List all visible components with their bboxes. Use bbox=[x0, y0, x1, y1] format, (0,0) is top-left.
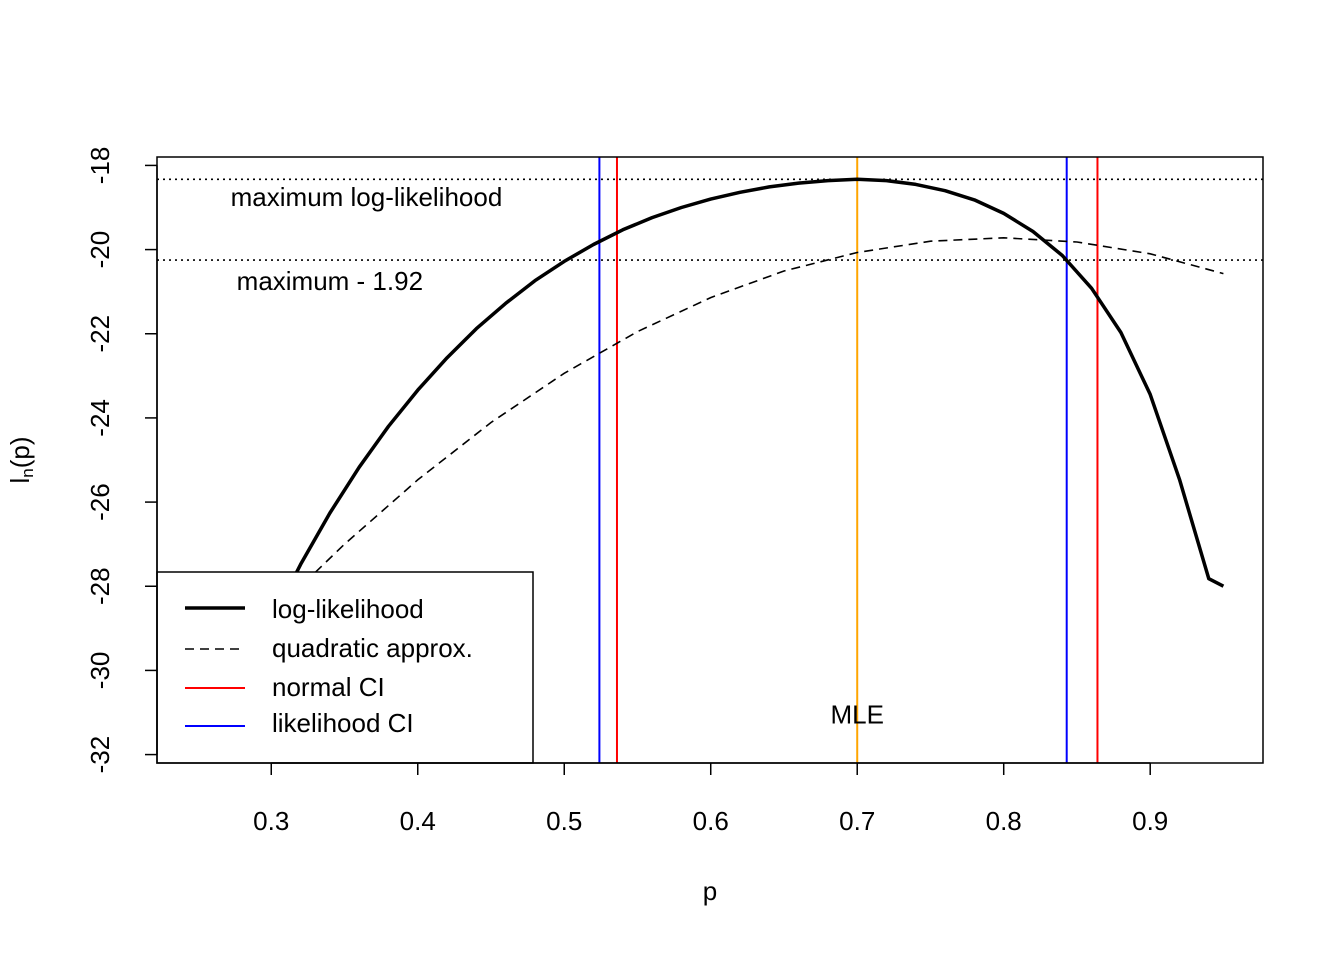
x-tick-label: 0.6 bbox=[693, 806, 729, 836]
y-tick-label: -20 bbox=[85, 231, 115, 269]
x-tick-label: 0.9 bbox=[1132, 806, 1168, 836]
y-tick-label: -22 bbox=[85, 315, 115, 353]
x-tick-label: 0.4 bbox=[400, 806, 436, 836]
x-axis-title: p bbox=[703, 876, 717, 906]
x-axis: 0.3 0.4 0.5 0.6 0.7 0.8 0.9 bbox=[253, 762, 1168, 836]
y-axis-title-tail: (p) bbox=[5, 436, 35, 468]
y-axis-title-sub: n bbox=[18, 468, 37, 477]
legend-box bbox=[156, 571, 534, 764]
legend: log-likelihood quadratic approx. normal … bbox=[156, 571, 534, 764]
legend-label-normal-ci: normal CI bbox=[272, 672, 385, 702]
x-tick-label: 0.5 bbox=[546, 806, 582, 836]
y-tick-label: -24 bbox=[85, 399, 115, 437]
y-tick-label: -18 bbox=[85, 147, 115, 185]
series-log-likelihood bbox=[269, 177, 1225, 623]
annotation-max-loglik: maximum log-likelihood bbox=[231, 182, 503, 212]
legend-label-quadratic: quadratic approx. bbox=[272, 633, 473, 663]
annotation-max-minus: maximum - 1.92 bbox=[237, 266, 423, 296]
legend-label-log-likelihood: log-likelihood bbox=[272, 594, 424, 624]
series-quadratic-approx bbox=[314, 236, 1224, 573]
x-tick-label: 0.3 bbox=[253, 806, 289, 836]
y-tick-label: -28 bbox=[85, 567, 115, 605]
annotation-mle: MLE bbox=[830, 700, 883, 730]
y-axis-title: ln(p) bbox=[5, 436, 38, 483]
y-axis-title-main: l bbox=[5, 478, 35, 484]
y-tick-label: -30 bbox=[85, 652, 115, 690]
y-tick-label: -26 bbox=[85, 483, 115, 521]
x-tick-label: 0.7 bbox=[839, 806, 875, 836]
x-tick-label: 0.8 bbox=[986, 806, 1022, 836]
y-axis: -18 -20 -22 -24 -26 -28 -30 -32 bbox=[85, 147, 158, 774]
legend-label-likelihood-ci: likelihood CI bbox=[272, 708, 414, 738]
y-tick-label: -32 bbox=[85, 736, 115, 774]
